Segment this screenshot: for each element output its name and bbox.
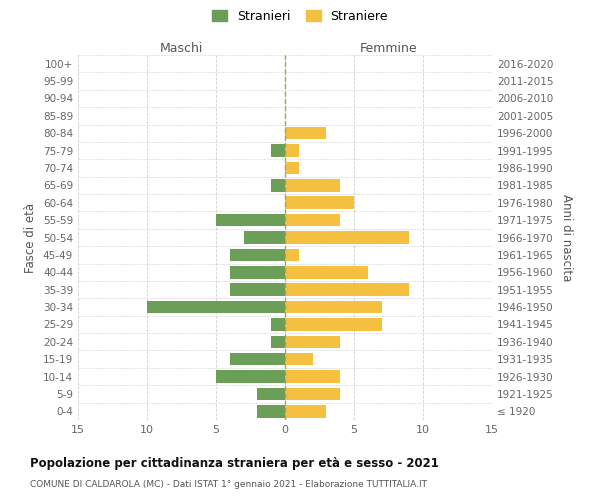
Bar <box>285 127 326 140</box>
Bar <box>230 284 285 296</box>
Bar <box>285 318 382 330</box>
Bar <box>257 388 285 400</box>
Bar <box>285 196 354 209</box>
Bar <box>285 231 409 244</box>
Bar <box>244 231 285 244</box>
Bar <box>285 248 299 261</box>
Bar <box>285 284 409 296</box>
Bar <box>271 144 285 157</box>
Y-axis label: Anni di nascita: Anni di nascita <box>560 194 573 281</box>
Bar <box>230 353 285 366</box>
Bar <box>285 214 340 226</box>
Bar <box>257 405 285 417</box>
Bar <box>285 144 299 157</box>
Text: COMUNE DI CALDAROLA (MC) - Dati ISTAT 1° gennaio 2021 - Elaborazione TUTTITALIA.: COMUNE DI CALDAROLA (MC) - Dati ISTAT 1°… <box>30 480 427 489</box>
Bar <box>285 162 299 174</box>
Bar <box>216 370 285 383</box>
Bar <box>285 388 340 400</box>
Bar <box>216 214 285 226</box>
Bar <box>285 266 368 278</box>
Bar <box>285 179 340 192</box>
Y-axis label: Fasce di età: Fasce di età <box>25 202 37 272</box>
Bar <box>285 353 313 366</box>
Bar <box>285 301 382 314</box>
Bar <box>271 318 285 330</box>
Bar <box>285 370 340 383</box>
Text: Femmine: Femmine <box>359 42 418 55</box>
Bar <box>285 405 326 417</box>
Bar <box>285 336 340 348</box>
Bar <box>230 248 285 261</box>
Bar <box>271 179 285 192</box>
Bar <box>147 301 285 314</box>
Legend: Stranieri, Straniere: Stranieri, Straniere <box>208 6 392 26</box>
Text: Popolazione per cittadinanza straniera per età e sesso - 2021: Popolazione per cittadinanza straniera p… <box>30 458 439 470</box>
Bar <box>230 266 285 278</box>
Text: Maschi: Maschi <box>160 42 203 55</box>
Bar <box>271 336 285 348</box>
